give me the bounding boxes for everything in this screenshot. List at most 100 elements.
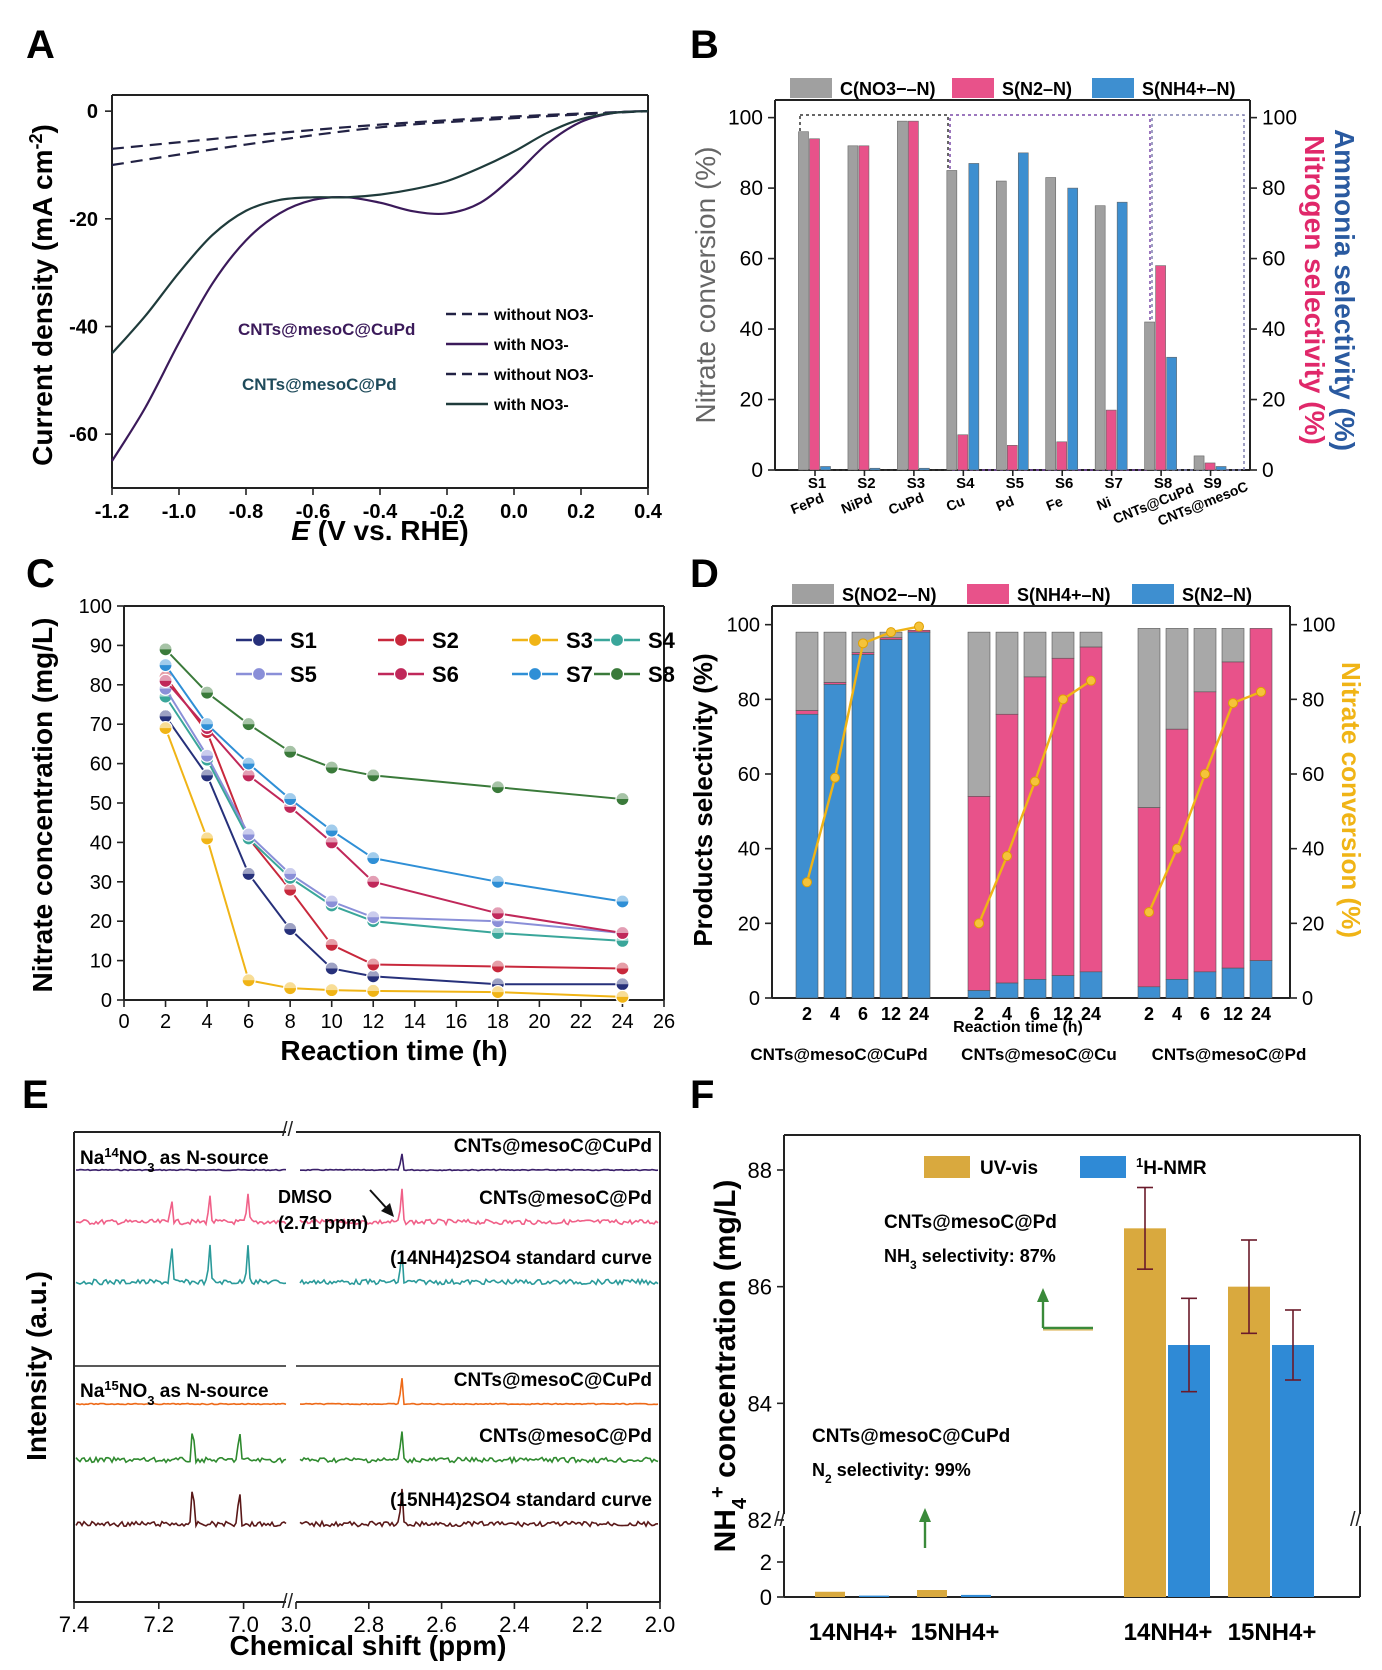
panel-a-y-ticks: 0 -20 -40 -60 <box>69 101 112 446</box>
point-highlight <box>325 761 338 768</box>
time-label: 2 <box>1144 1004 1154 1024</box>
bar-SNH4N-S4 <box>968 163 980 471</box>
x-tick-label: 26 <box>653 1011 675 1033</box>
x-tick-label: 10 <box>321 1011 343 1033</box>
bar-nh4-1-1 <box>995 713 1019 984</box>
svg-text://: // <box>282 1119 294 1141</box>
nmr-trace-right-2 <box>299 1251 659 1286</box>
panel-b-ylabel-right-2: Nitrogen selectivity (%) <box>1299 135 1330 445</box>
legend-marker-S7 <box>527 666 543 682</box>
x-tick-label: 24 <box>611 1011 633 1033</box>
category-label: S5 <box>1006 475 1024 492</box>
point-highlight <box>284 982 297 989</box>
nmr-trace-left-0 <box>75 1168 287 1172</box>
x-tick-label: -1.2 <box>95 501 129 523</box>
bar-CNO3N-S1 <box>798 131 809 471</box>
x-tick-label: 14 <box>404 1011 426 1033</box>
point-highlight <box>616 990 629 997</box>
bar-nh4-2-2 <box>1193 691 1217 973</box>
point-highlight <box>367 769 380 776</box>
x-tick-label: 2.0 <box>645 1612 676 1637</box>
panel-b-ylabel-right-1: Ammonia selectivity (%) <box>1329 129 1360 451</box>
bar-small-0-1 <box>859 1595 889 1597</box>
time-label: 24 <box>1081 1004 1101 1024</box>
series-line-3 <box>111 110 649 355</box>
point-highlight <box>367 911 380 918</box>
conversion-point <box>1144 907 1154 918</box>
point-highlight <box>201 718 214 725</box>
legend-marker-S1 <box>251 632 267 648</box>
y-tick-label-left: 40 <box>740 318 763 341</box>
y-tick-label-left: 80 <box>740 177 763 200</box>
panel-d-conversion-lines <box>802 621 1266 929</box>
f-annot-pd-value: NH3 selectivity: 87% <box>884 1246 1056 1272</box>
bar-SNH4N-S6 <box>1067 187 1079 471</box>
point-highlight <box>242 769 255 776</box>
panel-f-letter: F <box>690 1073 714 1117</box>
point-highlight <box>491 986 504 993</box>
conversion-point <box>886 627 896 638</box>
legend-d-no2: S(NO2−–N) <box>842 585 937 605</box>
bar-no2-2-0 <box>1137 628 1161 808</box>
legend-d-n2: S(N2–N) <box>1182 585 1252 605</box>
legend-marker-S2 <box>393 632 409 648</box>
panel-a: A -1.2 -1.0 -0.8 -0.6 -0.4 -0.2 0.0 0.2 0.4 0 -20… <box>26 23 663 546</box>
bar-n2-1-4 <box>1079 971 1103 999</box>
point-highlight <box>367 852 380 859</box>
series-line-S1 <box>164 715 623 986</box>
panel-d-bars <box>795 628 1273 999</box>
series-line-S8 <box>164 648 623 801</box>
y-tick-label: -60 <box>69 424 98 446</box>
x-tick-label: 2.2 <box>572 1612 603 1637</box>
bar-no2-2-3 <box>1221 628 1245 663</box>
point-highlight <box>242 757 255 764</box>
bar-n2-2-1 <box>1165 979 1189 999</box>
sample-label: Ni <box>1094 493 1113 513</box>
legend-marker-S8 <box>609 666 625 682</box>
panel-b-x-labels: S1FePdS2NiPdS3CuPdS4CuS5PdS6FeS7NiS8CNTs… <box>788 470 1250 529</box>
series-line-S7 <box>164 664 623 903</box>
nmr-trace-left-4 <box>75 1433 287 1465</box>
point-highlight <box>242 867 255 874</box>
y-tick-label-left: 0 <box>751 459 763 482</box>
x-tick-label: 18 <box>487 1011 509 1033</box>
group-label: CNTs@mesoC@Pd <box>1152 1045 1307 1064</box>
time-label: 24 <box>1251 1004 1271 1024</box>
x-tick-label: 0.2 <box>567 501 595 523</box>
y-tick-label: 90 <box>90 635 112 657</box>
series-line-1 <box>111 110 649 462</box>
legend-marker-S3 <box>527 632 543 648</box>
y-tick-label: 20 <box>90 911 112 933</box>
point-highlight <box>242 974 255 981</box>
bar-nh4-0-0 <box>795 710 819 715</box>
bar-SNH4N-S9 <box>1215 466 1227 471</box>
bar-no2-0-0 <box>795 631 819 711</box>
y-tick-label-right: 40 <box>1262 318 1285 341</box>
point-highlight <box>616 793 629 800</box>
bar-n2-1-3 <box>1051 975 1075 999</box>
group-label: CNTs@mesoC@CuPd <box>750 1045 927 1064</box>
y-tick-label-right: 80 <box>1302 689 1324 711</box>
y-tick-label: 30 <box>90 872 112 894</box>
time-label: 6 <box>858 1004 868 1024</box>
panel-f-ylabel: NH4+ concentration (mg/L) <box>707 1180 751 1553</box>
series-line-S5 <box>164 688 623 935</box>
panel-e: E // // CNTs@mesoC@CuPd CNTs@mesoC@Pd (14N… <box>21 1073 675 1661</box>
point-highlight <box>284 745 297 752</box>
bar-no2-1-4 <box>1079 631 1103 648</box>
bar-SN2N-S9 <box>1204 462 1216 471</box>
conversion-point <box>1086 675 1096 686</box>
time-label: 4 <box>830 1004 840 1024</box>
point-highlight <box>201 832 214 839</box>
point-highlight <box>284 867 297 874</box>
y-tick-label-low: 0 <box>760 1585 772 1610</box>
y-tick-label-right: 40 <box>1302 839 1324 861</box>
y-tick-label-right: 60 <box>1262 248 1285 271</box>
y-tick-label: 80 <box>90 675 112 697</box>
bar-n2-1-1 <box>995 982 1019 999</box>
conversion-point <box>914 621 924 632</box>
y-tick-label-left: 100 <box>727 615 760 637</box>
legend-marker-S4 <box>609 632 625 648</box>
